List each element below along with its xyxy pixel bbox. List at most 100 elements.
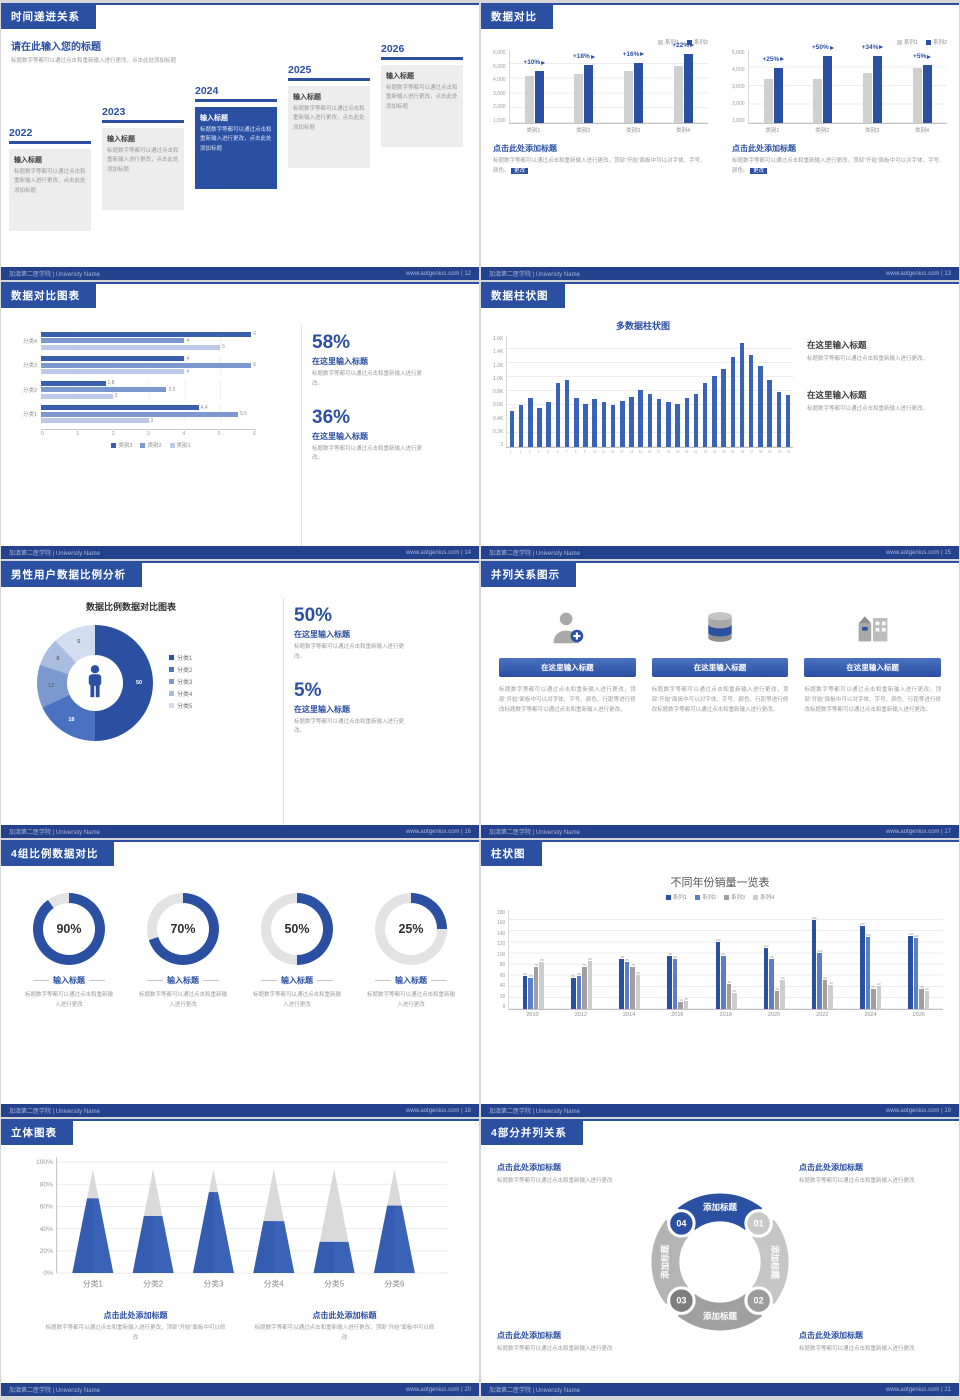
x-label: 2022: [816, 1012, 829, 1018]
legend-label: 类别1: [176, 443, 191, 449]
x-label: 7: [565, 450, 568, 454]
slide-column-chart[interactable]: 数据柱状图 多数据柱状图 1.6K 1.4K 1.2K 1.0K 0.8K 0.6K 0.4…: [481, 282, 959, 559]
x-label: 2014: [622, 1012, 636, 1018]
bar-value: 12: [678, 998, 683, 1003]
slide-gauges[interactable]: 4组比例数据对比 90% 输入标题 标题数字等都可以通过点击和重新输入进行更改 …: [1, 840, 479, 1117]
slide-title: 时间递进关系: [1, 5, 96, 29]
intro-subtext: 标题数字等都可以通过点击和重新输入进行更改，点击此处添加标题: [11, 58, 177, 64]
bar: [683, 53, 693, 123]
x-label: 类别1: [765, 128, 780, 134]
slide-parallel-relations[interactable]: 并列关系图示 在这里输入标题 标题数字等都可以通过点击和重新输入进行更改，顶部“…: [481, 561, 959, 838]
block-heading: 在这里输入标题: [807, 389, 867, 400]
bar: 75: [533, 964, 539, 1009]
s10-ring: 添加标题 添加标题 添加标题 添加标题 01 02 03 04: [629, 1171, 811, 1353]
bar: [748, 354, 754, 447]
flag-icon: [879, 45, 884, 50]
svg-text:20%: 20%: [40, 1248, 53, 1255]
slide-grouped-columns[interactable]: 柱状图 不同年份销量一览表 系列1 系列2 系列3 系列4 180 160 140 120 1…: [481, 840, 959, 1117]
gauge-ring: 90%: [33, 893, 105, 965]
bar-value: 45: [727, 980, 731, 984]
footer-org: 加滇第二医学院 | University Name: [9, 551, 100, 557]
bar-group: 90 85 75 62: [619, 955, 641, 1009]
x-label: 20: [685, 450, 689, 454]
slide-footer: 加滇第二医学院 | University Name www.aotgenius.…: [481, 267, 959, 280]
x-label: 30: [777, 450, 781, 454]
slide-timeline[interactable]: 时间递进关系 请在此输入您的标题 标题数字等都可以通过点击和重新输入进行更改，点…: [1, 3, 479, 280]
x-label: 2012: [574, 1012, 587, 1018]
svg-text:分类3: 分类3: [203, 1278, 224, 1288]
bar-value: 132: [907, 931, 914, 936]
y-tick: 0.2K: [493, 428, 504, 435]
bar-group: +25%: [762, 56, 785, 123]
bar: 36: [919, 985, 924, 1009]
footer-org: 加滇第二医学院 | University Name: [9, 272, 100, 278]
gauge-column: 50% 输入标题 标题数字等都可以通过点击和重新输入进行更改: [245, 893, 349, 1104]
stat-heading: 在这里输入标题: [294, 704, 350, 714]
bar-group: +18%: [573, 53, 595, 123]
plot: 60 55 75 85 55 60 75 86 90 85 75 62 95 90 12 15 120 95 45 2…: [508, 910, 943, 1018]
block-heading: 在这里输入标题: [807, 340, 867, 350]
timeline-rule: [381, 57, 463, 60]
bar: [656, 399, 662, 447]
bar: [702, 382, 708, 447]
gauge-value: 90%: [43, 903, 95, 955]
timeline-item-2024: 2024 输入标题 标题数字等都可以通过点击和重新输入进行更改，点击此处添加标题: [195, 85, 277, 189]
text-block: 点击此处添加标题 标题数字等都可以通过点击和重新输入进行更改: [799, 1330, 947, 1355]
bar: 95: [667, 953, 672, 1009]
bar: 60: [576, 972, 582, 1009]
legend-swatch: [140, 442, 146, 448]
bar-group: [564, 379, 570, 447]
x-tick: 4: [182, 431, 186, 437]
legend-label: 分类2: [177, 668, 193, 674]
svg-text:100%: 100%: [36, 1159, 53, 1166]
bar-group: 60 55 75 85: [522, 958, 544, 1009]
y-tick: 2,000: [732, 101, 745, 107]
bar: 95: [721, 952, 726, 1009]
slide-hbar-comparison[interactable]: 数据对比图表 分类4 6 4 5 分类3 4 6 4 分类2 1.8 3.5 2 分类1 4.4 5.5 3 0…: [1, 282, 479, 559]
bar: 15: [683, 997, 689, 1009]
bar: [41, 331, 252, 337]
y-tick: 3,000: [493, 90, 506, 97]
legend-swatch: [169, 703, 174, 708]
x-label: 12: [611, 450, 615, 454]
legend-item: 系列3: [724, 893, 745, 901]
footer-page: www.aotgenius.com | 15: [886, 549, 951, 556]
slide-data-comparison[interactable]: 数据对比 系列1 系列2 6,000 5,000 4,000 3,000 2,000 1,0…: [481, 3, 959, 280]
slide-cone-chart[interactable]: 立体图表 100% 80% 60% 40% 20% 0% 分类1 分类2 分类3 分类4 分类5 分类…: [1, 1119, 479, 1396]
bar-group: [767, 379, 772, 447]
bar-value: 120: [715, 938, 721, 943]
rule: [431, 980, 447, 981]
pct-label: +16%: [623, 51, 645, 58]
hbar-line: 5.5: [41, 411, 256, 418]
bar: 36: [871, 985, 876, 1009]
legend-swatch: [111, 442, 117, 448]
block-heading: 点击此处添加标题: [799, 1163, 863, 1172]
y-tick: 1.6K: [493, 336, 504, 342]
slide-donut-analysis[interactable]: 男性用户数据比例分析 数据比例数据对比图表: [1, 561, 479, 838]
legend-item: 系列1: [657, 38, 679, 46]
bar-value: 95: [721, 952, 726, 957]
footer-org: 加滇第二医学院 | University Name: [489, 830, 580, 836]
svg-text:40%: 40%: [40, 1226, 53, 1233]
slide-four-part-cycle[interactable]: 4部分并列关系 添加标题 添加标题 添加标题 添加标题 01 02 03 04 点击此处添加标…: [481, 1119, 959, 1396]
x-label: 10: [592, 450, 596, 454]
slide-title: 4组比例数据对比: [1, 842, 115, 866]
y-tick: 0.8K: [493, 389, 504, 395]
hbar-line: 3: [41, 418, 256, 425]
bar: [922, 65, 932, 123]
bar: 100: [817, 950, 822, 1009]
timeline-box-text: 标题数字等都可以通过点击和重新输入进行更改，点击此处添加标题: [107, 147, 179, 173]
category-label: 分类2: [22, 387, 37, 394]
bar-group: [638, 389, 643, 447]
x-label: 21: [694, 450, 698, 454]
bar-value: 55: [528, 974, 533, 979]
s1-timeline: 2022 输入标题 标题数字等都可以通过点击和重新输入进行更改，点击此处添加标题 20…: [1, 30, 479, 267]
bar-value: 4: [186, 337, 190, 344]
bar-value: 4: [186, 368, 190, 375]
y-tick: 0: [500, 442, 504, 448]
y-tick: 180: [497, 910, 506, 916]
s5-legend: 分类1 分类2 分类3 分类4 分类5: [169, 653, 192, 713]
bar: 42: [876, 982, 882, 1009]
bar: 52: [780, 976, 785, 1009]
hbar-bars: 1.8 3.5 2: [41, 380, 256, 400]
